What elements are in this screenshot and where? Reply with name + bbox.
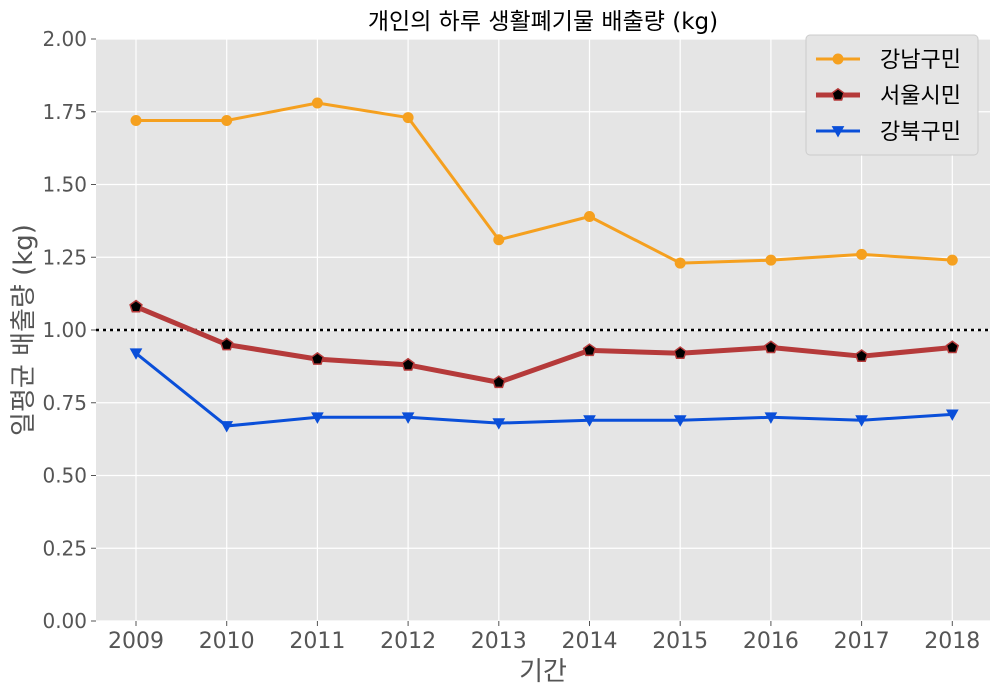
data-point — [583, 415, 596, 427]
x-axis-title: 기간 — [519, 657, 567, 687]
series-layer — [129, 97, 960, 433]
data-point — [945, 340, 960, 354]
x-tick-label: 2011 — [289, 629, 345, 654]
x-tick-label: 2015 — [652, 629, 708, 654]
legend-label: 강북구민 — [880, 120, 961, 145]
data-point — [129, 299, 143, 313]
data-point — [582, 343, 597, 357]
data-point — [310, 351, 325, 365]
y-axis-title: 일평균 배출량 (kg) — [9, 224, 39, 436]
data-point — [129, 348, 143, 360]
chart-title: 개인의 하루 생활폐기물 배출량 (kg) — [368, 9, 718, 35]
data-point — [311, 97, 323, 109]
data-point — [221, 114, 233, 126]
x-tick-label: 2018 — [924, 629, 980, 654]
data-point — [765, 254, 777, 266]
legend-marker — [831, 126, 845, 138]
data-point — [945, 409, 959, 421]
x-tick-label: 2009 — [108, 629, 164, 654]
y-tick-label: 1.50 — [42, 173, 87, 197]
series-line — [135, 304, 953, 385]
data-point — [854, 349, 869, 362]
y-tick-label: 0.50 — [42, 464, 87, 488]
x-tick-label: 2013 — [471, 629, 527, 654]
data-point — [856, 248, 868, 260]
series-line — [135, 352, 953, 428]
series-1 — [130, 97, 958, 269]
y-tick-label: 0.25 — [42, 536, 87, 560]
y-tick-labels: 0.00 0.25 0.50 0.75 1.00 1.25 1.50 1.75 2.00 — [42, 27, 96, 633]
grid-lines — [96, 38, 990, 622]
legend-box — [805, 34, 979, 156]
y-tick-label: 1.00 — [42, 318, 87, 342]
legend-label: 서울시민 — [880, 84, 961, 109]
data-point — [130, 114, 142, 126]
x-tick-labels: 2009 2010 2011 2012 2013 2014 2015 2016 2017 2018 — [108, 621, 980, 654]
y-tick-label: 0.00 — [42, 609, 87, 633]
x-tick-label: 2010 — [199, 629, 255, 654]
data-point — [764, 412, 778, 424]
legend-label: 강남구민 — [880, 48, 961, 73]
data-point — [492, 418, 506, 430]
data-point — [220, 421, 234, 433]
data-point — [674, 257, 686, 269]
data-point — [402, 112, 414, 124]
data-point — [946, 254, 958, 266]
legend-marker — [831, 87, 845, 101]
data-point — [584, 211, 595, 223]
y-tick-label: 2.00 — [42, 27, 87, 51]
x-tick-label: 2012 — [380, 629, 436, 654]
data-point — [493, 234, 505, 246]
y-tick-label: 1.25 — [42, 245, 87, 269]
data-point — [401, 357, 415, 371]
series-line — [136, 101, 953, 265]
x-tick-label: 2014 — [562, 629, 618, 654]
x-tick-label: 2017 — [834, 629, 890, 654]
x-tick-label: 2016 — [743, 629, 799, 654]
data-point — [401, 412, 415, 424]
series-2 — [129, 299, 960, 389]
data-point — [492, 375, 506, 389]
data-point — [855, 415, 868, 427]
data-point — [673, 415, 687, 427]
y-tick-label: 0.75 — [42, 391, 87, 415]
data-point — [673, 346, 687, 360]
data-point — [764, 340, 778, 354]
series-3 — [129, 348, 959, 433]
legend-marker — [832, 53, 844, 65]
data-point — [219, 337, 234, 351]
data-point — [311, 412, 324, 424]
y-tick-label: 1.75 — [42, 100, 87, 124]
